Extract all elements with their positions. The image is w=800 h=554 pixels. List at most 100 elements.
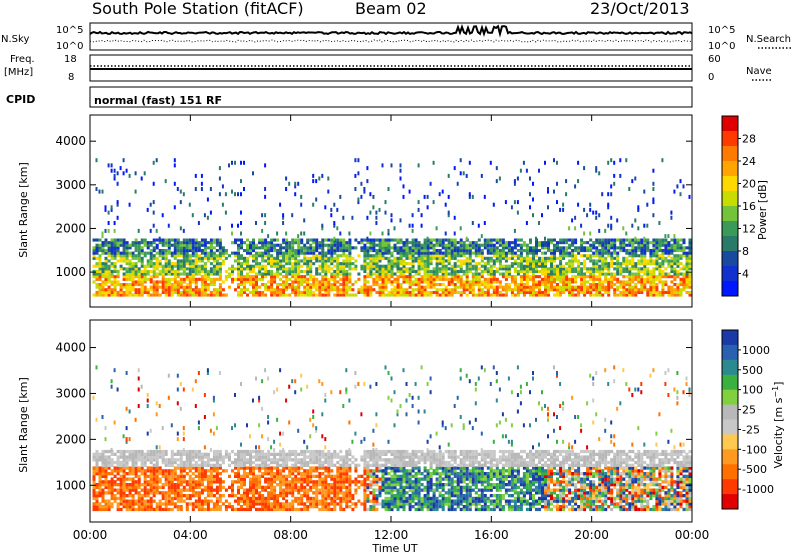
echo-cell [495, 269, 499, 273]
echo-cell [315, 283, 319, 287]
echo-cell [556, 264, 559, 268]
colorbar-segment [722, 116, 738, 132]
echo-cell [243, 480, 246, 484]
echo-cell [209, 507, 213, 512]
echo-cell [652, 283, 656, 287]
echo-cell [209, 472, 213, 476]
echo-cell [128, 246, 132, 250]
echo-cell [619, 173, 622, 178]
echo-cell [601, 192, 604, 197]
echo-cell [270, 243, 274, 247]
echo-cell [252, 466, 255, 470]
echo-cell [688, 283, 692, 287]
echo-cell [562, 238, 566, 242]
echo-cell [504, 283, 508, 287]
echo-cell [432, 272, 436, 276]
echo-cell [116, 460, 120, 465]
echo-cell [637, 259, 641, 263]
echo-cell [489, 251, 493, 255]
echo-cell [258, 477, 262, 481]
echo-cell [480, 259, 484, 263]
echo-cell [525, 280, 529, 284]
echo-cell [435, 275, 439, 279]
echo-cell [453, 246, 457, 250]
echo-cell [134, 264, 138, 268]
echo-cell [312, 285, 316, 289]
echo-cell [438, 251, 442, 255]
echo-cell [152, 262, 156, 266]
echo-cell [267, 458, 271, 462]
echo-cell [255, 272, 258, 276]
echo-cell [444, 246, 448, 250]
echo-cell [116, 259, 120, 263]
echo-cell [212, 290, 216, 294]
echo-cell [203, 460, 207, 465]
echo-cell [110, 246, 114, 250]
echo-cell [312, 238, 316, 242]
echo-cell [206, 505, 210, 509]
echo-cell [559, 249, 563, 253]
echo-cell [529, 251, 532, 255]
echo-cell [535, 290, 538, 294]
echo-cell [197, 466, 201, 470]
echo-cell [529, 249, 532, 253]
echo-cell [465, 285, 469, 289]
echo-cell [495, 246, 499, 250]
echo-cell [372, 254, 376, 258]
echo-cell [137, 485, 141, 489]
echo-cell [158, 449, 162, 454]
echo-cell [185, 472, 189, 476]
echo-cell [212, 256, 216, 260]
echo-cell [375, 264, 379, 268]
echo-cell [131, 285, 135, 289]
echo-cell [203, 238, 207, 242]
echo-cell [435, 241, 439, 245]
echo-cell [206, 469, 210, 473]
echo-cell [267, 480, 271, 484]
echo-cell [571, 290, 575, 294]
echo-cell [414, 288, 418, 292]
echo-cell [682, 241, 686, 245]
echo-cell [267, 472, 271, 476]
echo-cell [556, 285, 559, 289]
echo-cell [378, 259, 382, 263]
echo-cell [270, 488, 274, 492]
echo-cell [456, 264, 460, 268]
echo-cell [206, 494, 210, 498]
echo-cell [574, 249, 578, 253]
echo-cell [682, 267, 686, 271]
echo-cell [110, 241, 114, 245]
echo-cell [462, 283, 466, 287]
echo-cell [95, 277, 99, 281]
echo-cell [667, 251, 671, 255]
echo-cell [351, 288, 355, 292]
echo-cell [535, 254, 538, 258]
echo-cell [522, 275, 526, 279]
echo-cell [339, 243, 343, 247]
echo-cell [306, 290, 310, 294]
echo-cell [649, 249, 653, 253]
echo-cell [119, 502, 123, 506]
echo-cell [119, 483, 123, 487]
echo-cell [234, 480, 237, 484]
echo-cell [550, 259, 553, 263]
echo-cell [206, 293, 210, 297]
echo-cell [182, 293, 186, 297]
echo-cell [104, 262, 108, 266]
echo-cell [541, 251, 544, 255]
echo-cell [315, 179, 318, 184]
echo-cell [291, 275, 295, 279]
echo-cell [474, 262, 478, 266]
echo-cell [598, 241, 602, 245]
cpid-strip [89, 86, 693, 108]
echo-cell [625, 293, 629, 297]
echo-cell [498, 251, 502, 255]
echo-cell [655, 251, 659, 255]
echo-cell [504, 251, 508, 255]
echo-cell [240, 277, 243, 281]
echo-cell [203, 241, 207, 245]
echo-cell [345, 259, 349, 263]
echo-cell [607, 272, 611, 276]
echo-cell [116, 249, 120, 253]
echo-cell [212, 254, 216, 258]
